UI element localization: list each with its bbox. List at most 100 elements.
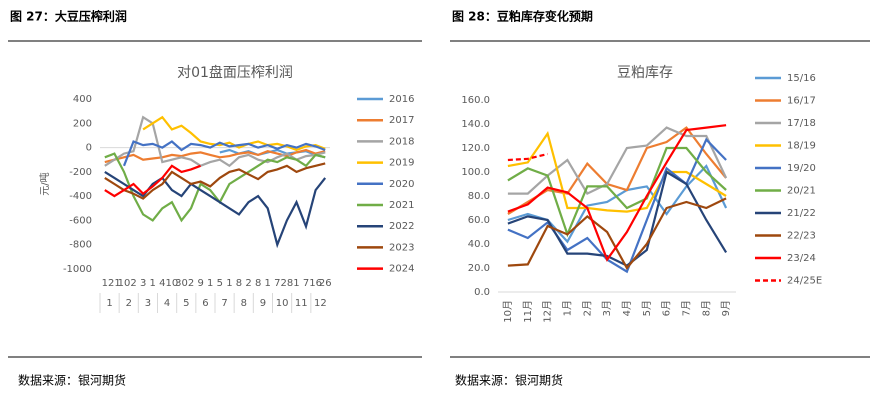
y-tick-label: -600 <box>69 215 92 226</box>
series-line <box>507 126 727 215</box>
legend-label: 23/24 <box>787 253 816 264</box>
series-line <box>507 146 727 238</box>
x-tick-label: 3月 <box>601 300 613 316</box>
y-tick-label: -400 <box>69 191 92 202</box>
x-tick-label: 8 <box>255 278 261 289</box>
x-tick-label: 10月 <box>502 300 514 323</box>
x-tick-label: 4 <box>159 278 165 289</box>
x-tick-label: 7 <box>274 278 280 289</box>
y-tick-label: 160.0 <box>461 95 490 106</box>
legend-label: 15/16 <box>787 73 816 84</box>
x-group-label: 7 <box>221 298 227 309</box>
x-tick-label: 9月 <box>720 300 732 316</box>
x-tick-label: 6月 <box>661 300 673 316</box>
legend-label: 2016 <box>389 94 414 105</box>
x-group-label: 11 <box>295 298 308 309</box>
series-line <box>104 162 326 200</box>
legend-label: 18/19 <box>787 141 816 152</box>
series-line <box>507 170 728 267</box>
y-tick-label: 100.0 <box>461 167 490 178</box>
series-line <box>104 170 327 249</box>
series-line <box>507 197 727 270</box>
figure-caption: 图 27：大豆压榨利润 <box>10 9 127 24</box>
y-tick-label: 40.0 <box>468 239 490 250</box>
x-tick-label: 7 <box>303 278 309 289</box>
legend-label: 2023 <box>389 242 414 253</box>
x-group-label: 12 <box>314 298 327 309</box>
legend-label: 17/18 <box>787 118 816 129</box>
legend-label: 24/25E <box>787 276 822 287</box>
series-line <box>104 152 326 223</box>
source: 数据来源：银河期货 <box>455 373 563 388</box>
legend-label: 2020 <box>389 179 414 190</box>
legend-label: 2021 <box>389 200 414 211</box>
x-group-label: 8 <box>241 298 247 309</box>
y-tick-label: 20.0 <box>468 263 490 274</box>
series-line <box>507 126 728 196</box>
x-tick-label: 10 <box>118 278 131 289</box>
legend-label: 2017 <box>389 115 414 126</box>
series-line <box>507 152 548 162</box>
x-tick-label: 2月 <box>581 300 593 316</box>
y-tick-label: 400 <box>73 94 92 105</box>
x-group-label: 10 <box>276 298 289 309</box>
x-tick-label: 26 <box>319 278 332 289</box>
x-group-label: 1 <box>106 298 112 309</box>
x-tick-label: 16 <box>309 278 322 289</box>
x-tick-label: 21 <box>108 278 121 289</box>
x-group-label: 6 <box>202 298 208 309</box>
x-tick-label: 2 <box>245 278 251 289</box>
legend-label: 2024 <box>389 264 414 275</box>
legend-label: 20/21 <box>787 186 816 197</box>
series-line <box>104 164 201 198</box>
x-tick-label: 4月 <box>621 300 633 316</box>
y-tick-label: -800 <box>69 240 92 251</box>
x-tick-label: 11月 <box>522 300 534 323</box>
x-tick-label: 5 <box>217 278 223 289</box>
x-tick-label: 1 <box>207 278 213 289</box>
legend-label: 2018 <box>389 136 414 147</box>
x-tick-label: 12月 <box>542 300 554 323</box>
series-line <box>507 124 727 262</box>
y-tick-label: 0 <box>86 143 92 154</box>
x-group-label: 4 <box>164 298 170 309</box>
y-tick-label: 0.0 <box>474 287 490 298</box>
y-tick-label: -1000 <box>63 264 92 275</box>
y-tick-label: 200 <box>73 118 92 129</box>
x-tick-label: 1 <box>150 278 156 289</box>
y-axis-label: 元/吨 <box>38 172 51 195</box>
x-tick-label: 1 <box>265 278 271 289</box>
legend-label: 22/23 <box>787 231 816 242</box>
chart-title: 对01盘面压榨利润 <box>177 64 293 81</box>
x-tick-label: 9 <box>197 278 203 289</box>
chart-title: 豆粕库存 <box>617 65 673 81</box>
x-tick-label: 1月 <box>561 300 573 316</box>
legend-label: 19/20 <box>787 163 816 174</box>
x-tick-label: 2 <box>188 278 194 289</box>
x-group-label: 3 <box>145 298 151 309</box>
x-tick-label: 10 <box>166 278 179 289</box>
legend-label: 16/17 <box>787 96 816 107</box>
x-tick-label: 8 <box>236 278 242 289</box>
x-tick-label: 1 <box>293 278 299 289</box>
x-tick-label: 1 <box>226 278 232 289</box>
legend-label: 2022 <box>389 221 414 232</box>
x-tick-label: 3 <box>140 278 146 289</box>
legend-label: 21/22 <box>787 208 816 219</box>
figure-caption: 图 28：豆粕库存变化预期 <box>452 9 593 24</box>
x-group-label: 2 <box>126 298 132 309</box>
y-tick-label: 60.0 <box>468 215 490 226</box>
x-tick-label: 1 <box>102 278 108 289</box>
x-tick-label: 2 <box>130 278 136 289</box>
y-tick-label: -200 <box>69 167 92 178</box>
series-line <box>507 137 727 274</box>
x-tick-label: 7月 <box>680 300 692 316</box>
x-tick-label: 30 <box>175 278 188 289</box>
series-line <box>122 140 326 167</box>
y-tick-label: 80.0 <box>468 191 490 202</box>
y-tick-label: 140.0 <box>461 119 490 130</box>
y-tick-label: 120.0 <box>461 143 490 154</box>
x-group-label: 9 <box>260 298 266 309</box>
x-tick-label: 8月 <box>700 300 712 316</box>
source: 数据来源：银河期货 <box>18 373 126 388</box>
